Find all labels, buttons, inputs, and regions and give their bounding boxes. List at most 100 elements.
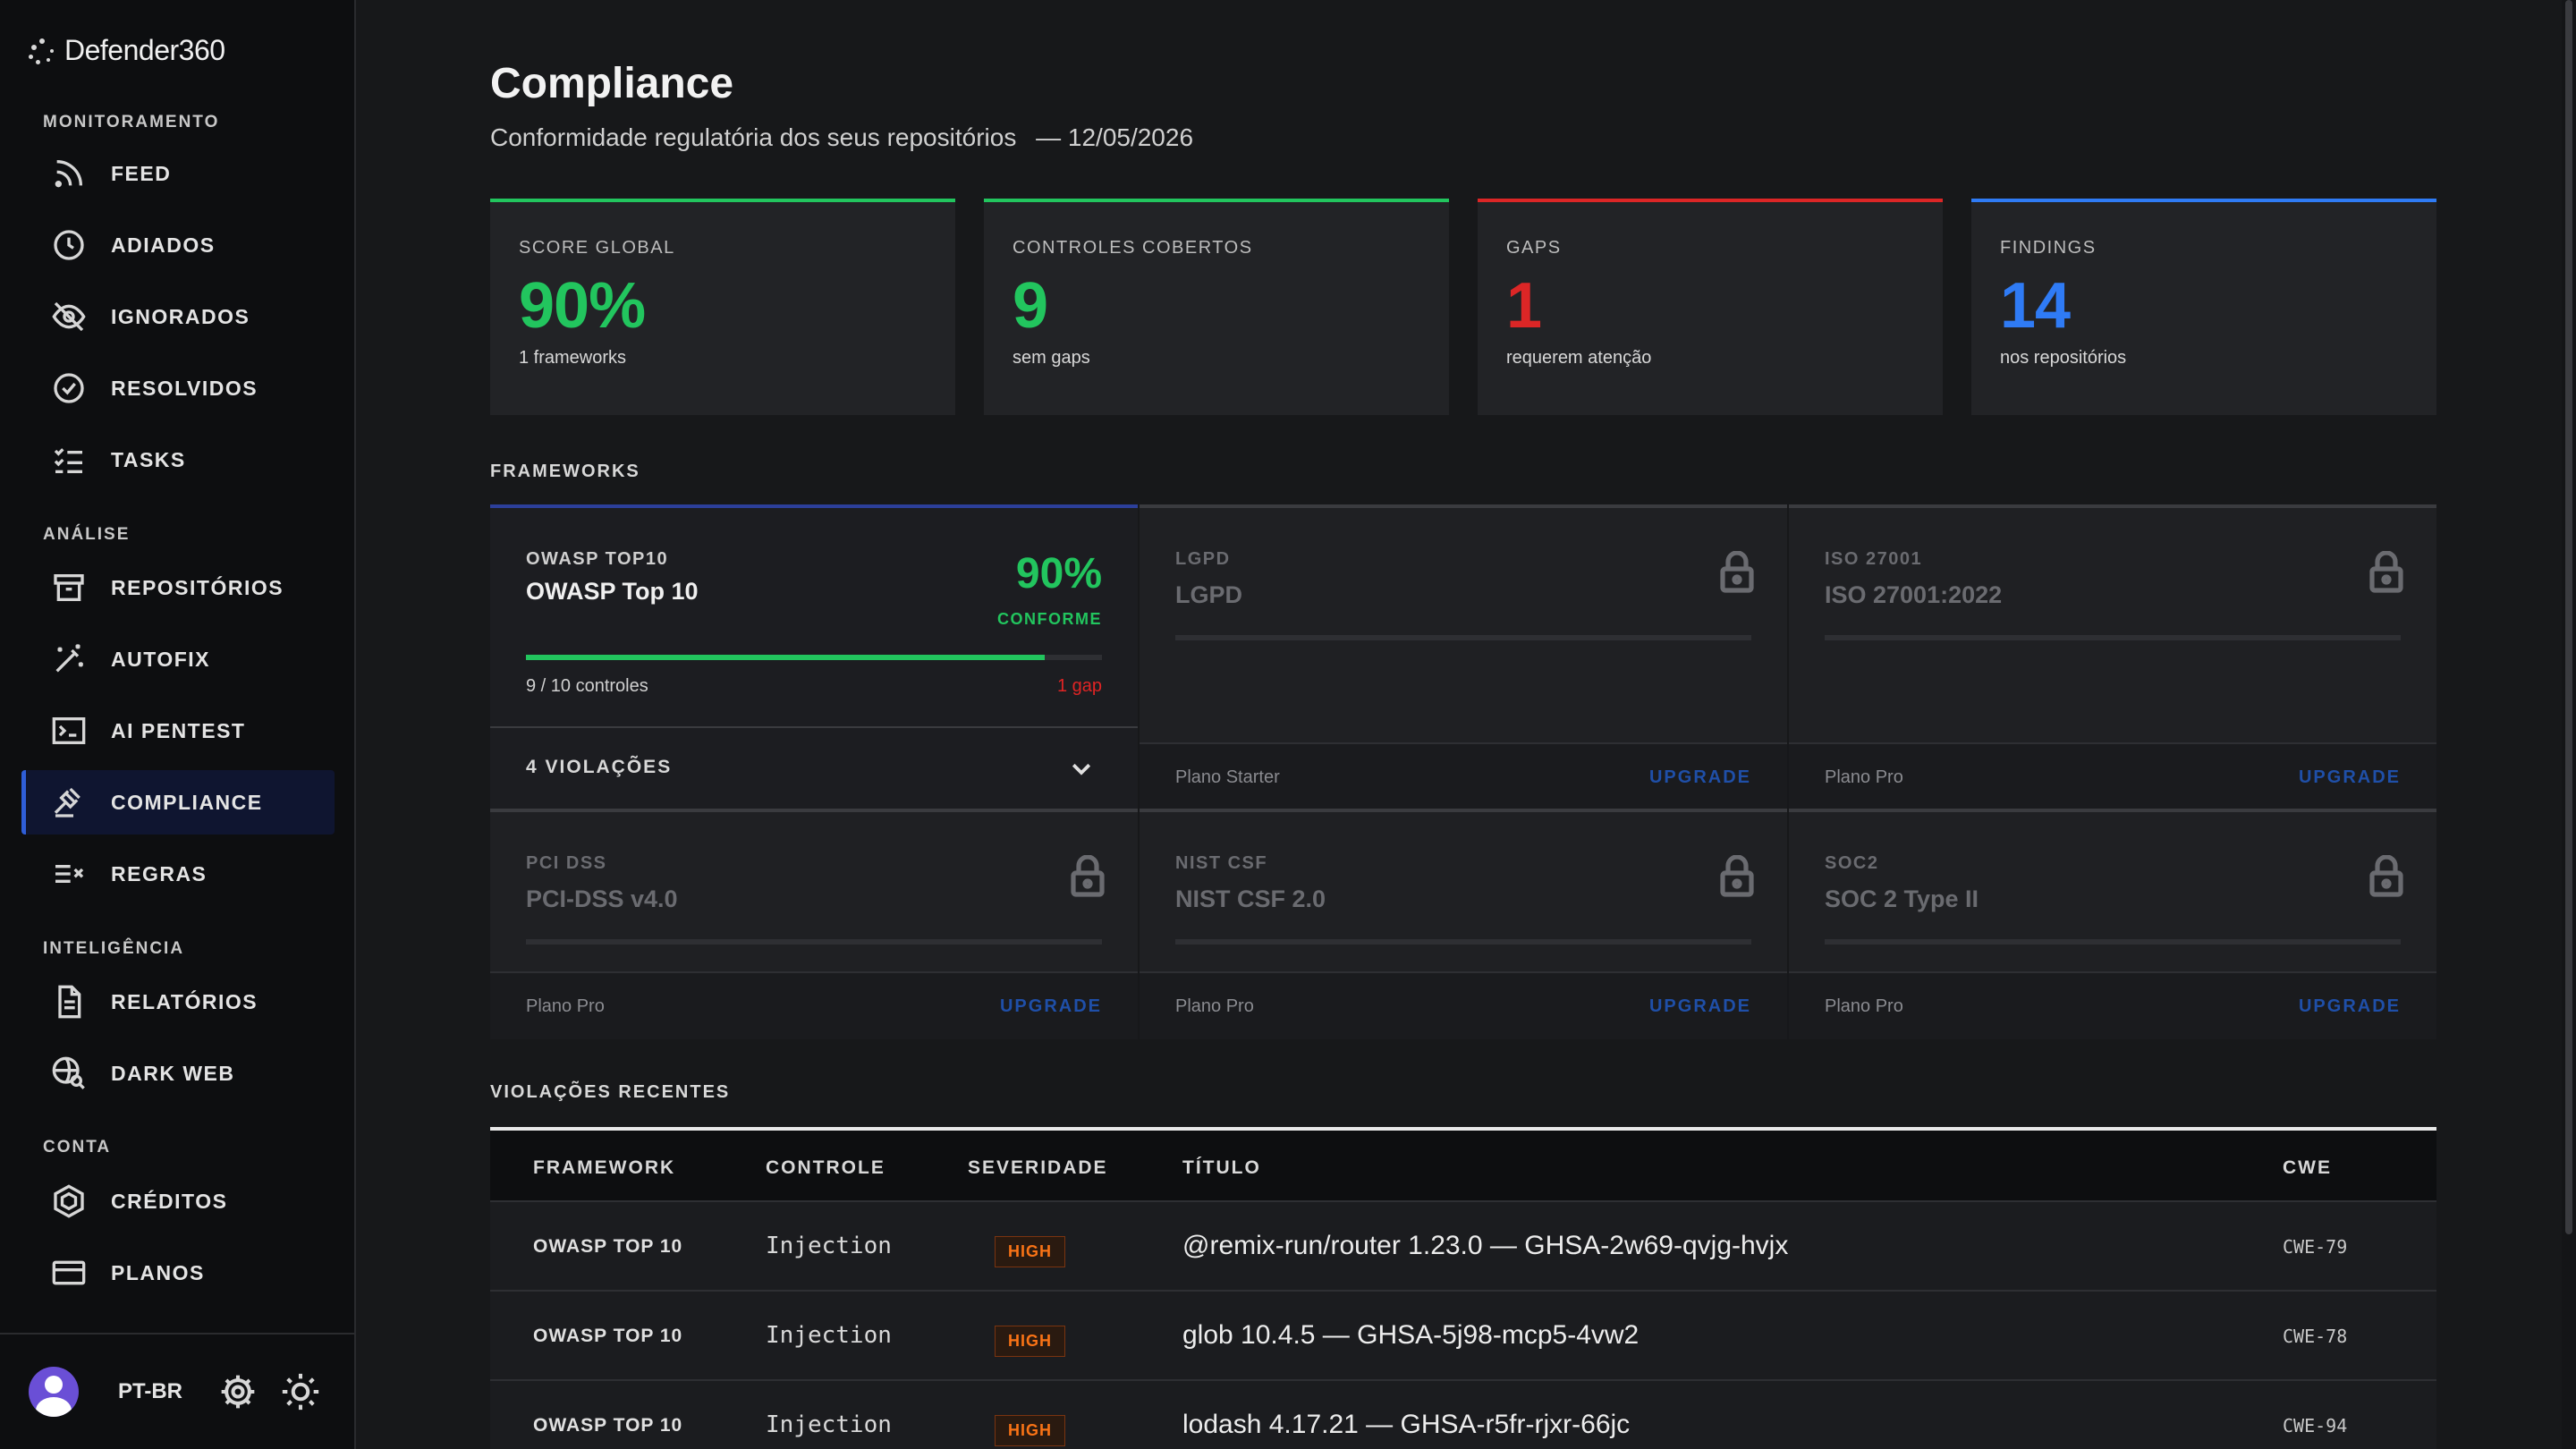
framework-name: NIST CSF 2.0 [1175,886,1326,912]
framework-card-pci-dss[interactable]: PCI DSS PCI-DSS v4.0 Plano Pro UPGRADE [490,809,1138,1039]
sidebar-item-adiados[interactable]: ADIADOS [21,213,335,277]
sidebar-item-tasks[interactable]: TASKS [21,428,335,492]
upgrade-button[interactable]: UPGRADE [2298,996,2401,1016]
column-header-cwe[interactable]: CWE [2283,1157,2332,1178]
section-title-conta: CONTA [43,1138,112,1157]
framework-progress-bar [1175,635,1751,640]
stat-card-gaps: GAPS 1 requerem atenção [1478,199,1943,415]
stat-note: sem gaps [1013,348,1090,368]
table-header: FRAMEWORK CONTROLE SEVERIDADE TÍTULO CWE [490,1131,2436,1202]
framework-card-soc2[interactable]: SOC2 SOC 2 Type II Plano Pro UPGRADE [1789,809,2436,1039]
upgrade-button[interactable]: UPGRADE [999,996,1102,1016]
sidebar-item-ai-pentest[interactable]: AI PENTEST [21,699,335,763]
cell-titulo[interactable]: @remix-run/router 1.23.0 — GHSA-2w69-qvj… [1182,1231,1789,1260]
column-header-titulo[interactable]: TÍTULO [1182,1157,1261,1178]
upgrade-button[interactable]: UPGRADE [2298,767,2401,787]
framework-name: LGPD [1175,581,1243,608]
rss-icon [50,155,88,192]
subtitle-date: — 12/05/2026 [1036,123,1194,151]
section-title-monitoramento: MONITORAMENTO [43,113,220,131]
sidebar-item-creditos[interactable]: CRÉDITOS [21,1169,335,1233]
sidebar-item-compliance[interactable]: COMPLIANCE [21,770,335,835]
stat-note: nos repositórios [2000,348,2127,368]
framework-card-iso27001[interactable]: ISO 27001 ISO 27001:2022 Plano Pro UPGRA… [1789,504,2436,810]
table-row[interactable]: OWASP TOP 10 Injection HIGH lodash 4.17.… [490,1381,2436,1449]
column-header-severidade[interactable]: SEVERIDADE [968,1157,1108,1178]
column-header-framework[interactable]: FRAMEWORK [533,1157,676,1178]
upgrade-button[interactable]: UPGRADE [1648,767,1751,787]
cell-titulo[interactable]: lodash 4.17.21 — GHSA-r5fr-rjxr-66jc [1182,1410,1631,1439]
stat-value: 14 [2000,270,2071,342]
framework-footer: Plano Pro UPGRADE [1140,971,1787,1039]
sidebar-item-dark-web[interactable]: DARK WEB [21,1041,335,1106]
upgrade-button[interactable]: UPGRADE [1648,996,1751,1016]
sidebar-item-label: COMPLIANCE [111,790,263,814]
sidebar-item-label: FEED [111,161,172,185]
globe-search-icon [50,1055,88,1092]
sun-icon[interactable] [281,1372,320,1411]
cell-titulo[interactable]: glob 10.4.5 — GHSA-5j98-mcp5-4vw2 [1182,1320,1640,1350]
hexagon-icon [50,1182,88,1220]
stat-value: 9 [1013,270,1048,342]
sidebar-item-label: CRÉDITOS [111,1189,228,1213]
severity-badge: HIGH [995,1236,1065,1267]
subtitle-text: Conformidade regulatória dos seus reposi… [490,123,1017,151]
framework-footer: Plano Pro UPGRADE [1789,971,2436,1039]
sidebar: Defender360 MONITORAMENTO FEED ADIADOS I… [0,0,356,1449]
framework-controls: 9 / 10 controles [526,676,648,696]
framework-plan: Plano Pro [526,996,605,1016]
terminal-icon [50,712,88,750]
column-header-controle[interactable]: CONTROLE [766,1157,886,1178]
sidebar-item-regras[interactable]: REGRAS [21,842,335,906]
cell-framework: OWASP TOP 10 [533,1415,683,1436]
sidebar-item-planos[interactable]: PLANOS [21,1241,335,1305]
rules-icon [50,855,88,893]
sidebar-item-ignorados[interactable]: IGNORADOS [21,284,335,349]
framework-short-name: LGPD [1175,549,1231,569]
stat-card-controles: CONTROLES COBERTOS 9 sem gaps [984,199,1449,415]
sidebar-item-relatorios[interactable]: RELATÓRIOS [21,970,335,1034]
framework-name: OWASP Top 10 [526,578,699,605]
avatar[interactable] [29,1367,79,1417]
cell-controle: Injection [766,1411,892,1438]
framework-status: CONFORME [997,610,1102,628]
lock-icon [1070,854,1106,898]
framework-progress-bar [1825,635,2401,640]
framework-card-lgpd[interactable]: LGPD LGPD Plano Starter UPGRADE [1140,504,1787,810]
sidebar-item-autofix[interactable]: AUTOFIX [21,627,335,691]
stat-note: requerem atenção [1506,348,1652,368]
section-title-analise: ANÁLISE [43,525,131,544]
table-row[interactable]: OWASP TOP 10 Injection HIGH @remix-run/r… [490,1202,2436,1292]
clock-icon [50,226,88,264]
archive-icon [50,569,88,606]
framework-gap: 1 gap [1056,676,1102,696]
eye-off-icon [50,298,88,335]
framework-card-owasp[interactable]: OWASP TOP10 OWASP Top 10 90% CONFORME 9 … [490,504,1138,809]
stat-value: 1 [1506,270,1542,342]
framework-name: PCI-DSS v4.0 [526,886,678,912]
scrollbar-thumb[interactable] [2565,0,2572,1234]
sidebar-item-label: RELATÓRIOS [111,989,258,1013]
sidebar-item-label: PLANOS [111,1260,205,1284]
framework-short-name: PCI DSS [526,853,607,873]
cell-framework: OWASP TOP 10 [533,1236,683,1257]
page-scrollbar[interactable] [2562,0,2576,1449]
sidebar-item-feed[interactable]: FEED [21,141,335,206]
sidebar-item-label: REGRAS [111,861,208,886]
sidebar-item-repositorios[interactable]: REPOSITÓRIOS [21,555,335,620]
language-selector[interactable]: PT-BR [118,1379,182,1403]
stat-label: FINDINGS [2000,238,2097,258]
violations-toggle[interactable]: 4 VIOLAÇÕES [490,726,1138,809]
framework-card-nist-csf[interactable]: NIST CSF NIST CSF 2.0 Plano Pro UPGRADE [1140,809,1787,1039]
violations-count: 4 VIOLAÇÕES [526,757,673,777]
logo-dots-icon [29,37,57,65]
brand-logo[interactable]: Defender360 [29,34,225,67]
stat-label: CONTROLES COBERTOS [1013,238,1253,258]
sidebar-item-resolvidos[interactable]: RESOLVIDOS [21,356,335,420]
sidebar-item-label: TASKS [111,447,186,471]
table-row[interactable]: OWASP TOP 10 Injection HIGH glob 10.4.5 … [490,1292,2436,1381]
section-title-violacoes: VIOLAÇÕES RECENTES [490,1082,731,1102]
severity-badge: HIGH [995,1326,1065,1357]
gear-icon[interactable] [218,1372,258,1411]
lock-icon [1719,854,1755,898]
